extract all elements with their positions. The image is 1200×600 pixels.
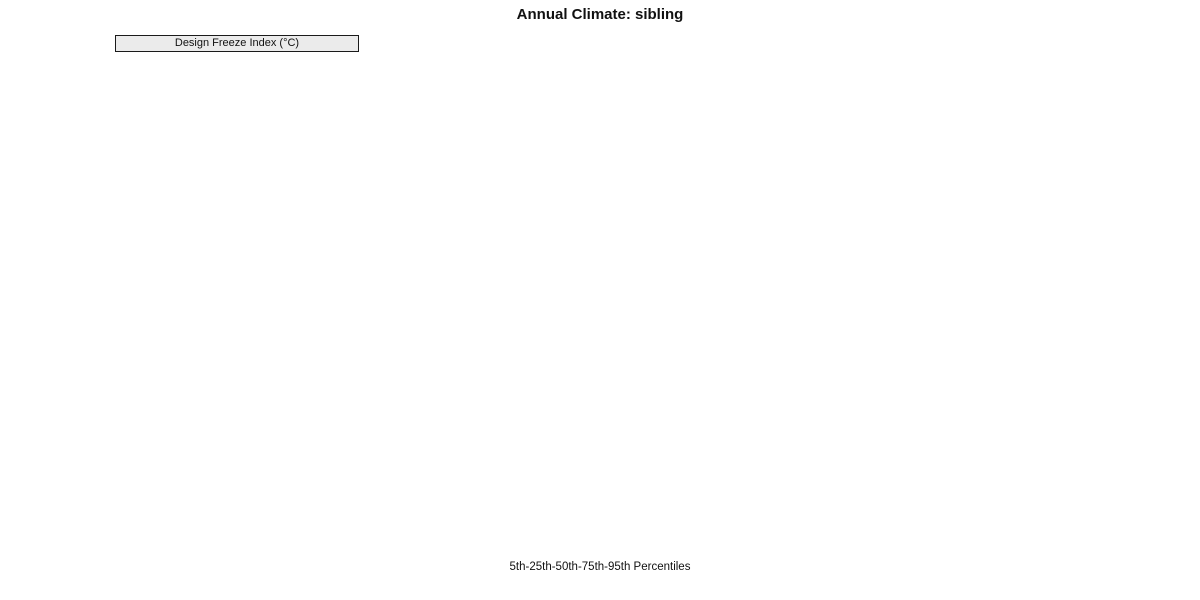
x-axis-label: 5th-25th-50th-75th-95th Percentiles <box>509 561 691 573</box>
panel-strip-title: Design Freeze Index (°C) <box>115 35 359 52</box>
page-title: Annual Climate: sibling <box>516 6 684 23</box>
